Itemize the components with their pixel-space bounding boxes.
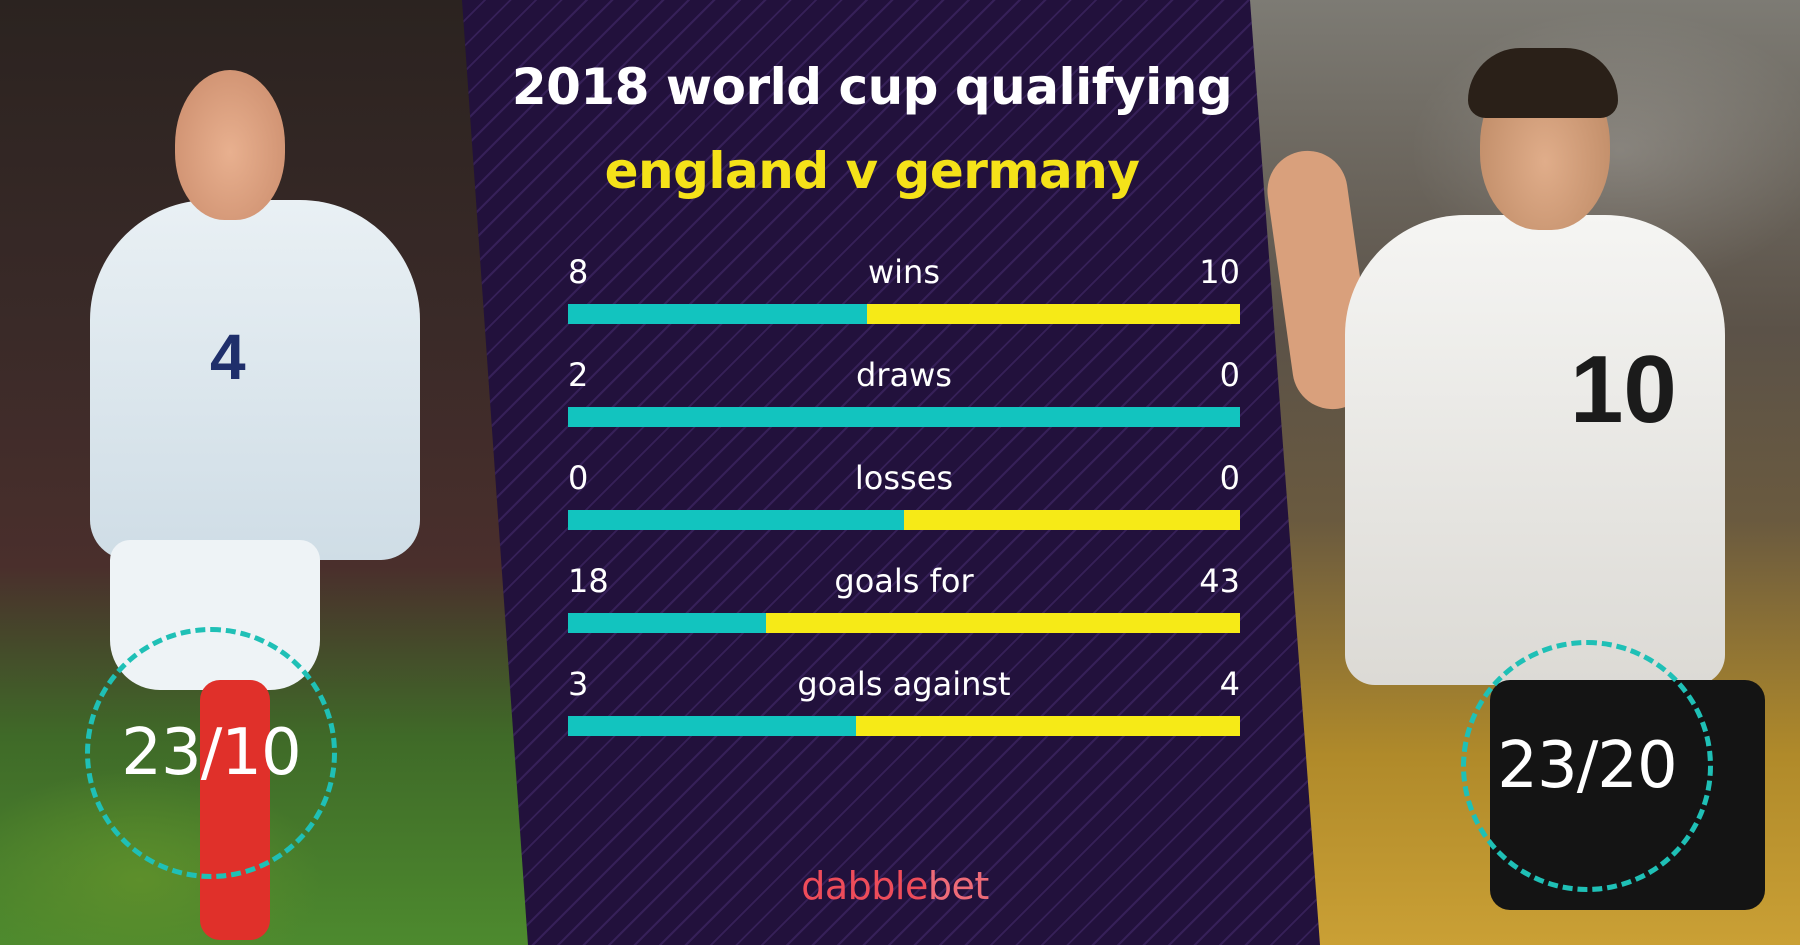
england-value: 3 (568, 665, 589, 703)
germany-value: 43 (1199, 562, 1240, 600)
stat-label: goals against (797, 665, 1011, 703)
germany-value: 0 (1219, 356, 1240, 394)
dabblebet-logo: dabblebet (462, 864, 1328, 908)
england-shirt (90, 200, 420, 560)
stat-row-goals-for: 18 goals for 43 (568, 561, 1240, 641)
england-odds-circle: 23/10 (85, 627, 337, 879)
chart-subtitle: england v germany (604, 142, 1140, 200)
england-value: 0 (568, 459, 589, 497)
germany-value: 10 (1199, 253, 1240, 291)
germany-value: 4 (1219, 665, 1240, 703)
stat-label: losses (854, 459, 954, 497)
germany-bar-segment (867, 304, 1240, 324)
germany-value: 0 (1219, 459, 1240, 497)
germany-bar-segment (904, 510, 1240, 530)
germany-bar-segment (766, 613, 1240, 633)
comparison-bar (568, 407, 1240, 427)
logo-part-bet: bet (927, 864, 989, 908)
stat-row-draws: 2 draws 0 (568, 355, 1240, 435)
chart-title: 2018 world cup qualifying (511, 58, 1233, 116)
germany-odds: 23/20 (1497, 729, 1677, 803)
logo-part-dabble: dabble (801, 864, 928, 908)
germany-player-hair (1468, 48, 1618, 118)
england-value: 2 (568, 356, 589, 394)
england-bar-segment (568, 510, 904, 530)
germany-bar-segment (856, 716, 1240, 736)
comparison-bar (568, 510, 1240, 530)
england-value: 8 (568, 253, 589, 291)
comparison-bar (568, 613, 1240, 633)
england-value: 18 (568, 562, 609, 600)
england-bar-segment (568, 304, 867, 324)
comparison-bar (568, 716, 1240, 736)
england-bar-segment (568, 613, 766, 633)
germany-shirt (1345, 215, 1725, 685)
england-bar-segment (568, 407, 1240, 427)
stat-label: goals for (834, 562, 974, 600)
england-player-head (175, 70, 285, 220)
germany-shirt-number: 10 (1570, 336, 1677, 443)
stat-row-wins: 8 wins 10 (568, 252, 1240, 332)
stat-label: wins (867, 253, 940, 291)
england-bar-segment (568, 716, 856, 736)
england-odds: 23/10 (121, 716, 301, 790)
stat-row-goals-against: 3 goals against 4 (568, 664, 1240, 744)
stat-label: draws (856, 356, 952, 394)
england-shirt-number: 4 (210, 321, 246, 393)
stat-row-losses: 0 losses 0 (568, 458, 1240, 538)
comparison-bar (568, 304, 1240, 324)
germany-odds-circle: 23/20 (1461, 640, 1713, 892)
